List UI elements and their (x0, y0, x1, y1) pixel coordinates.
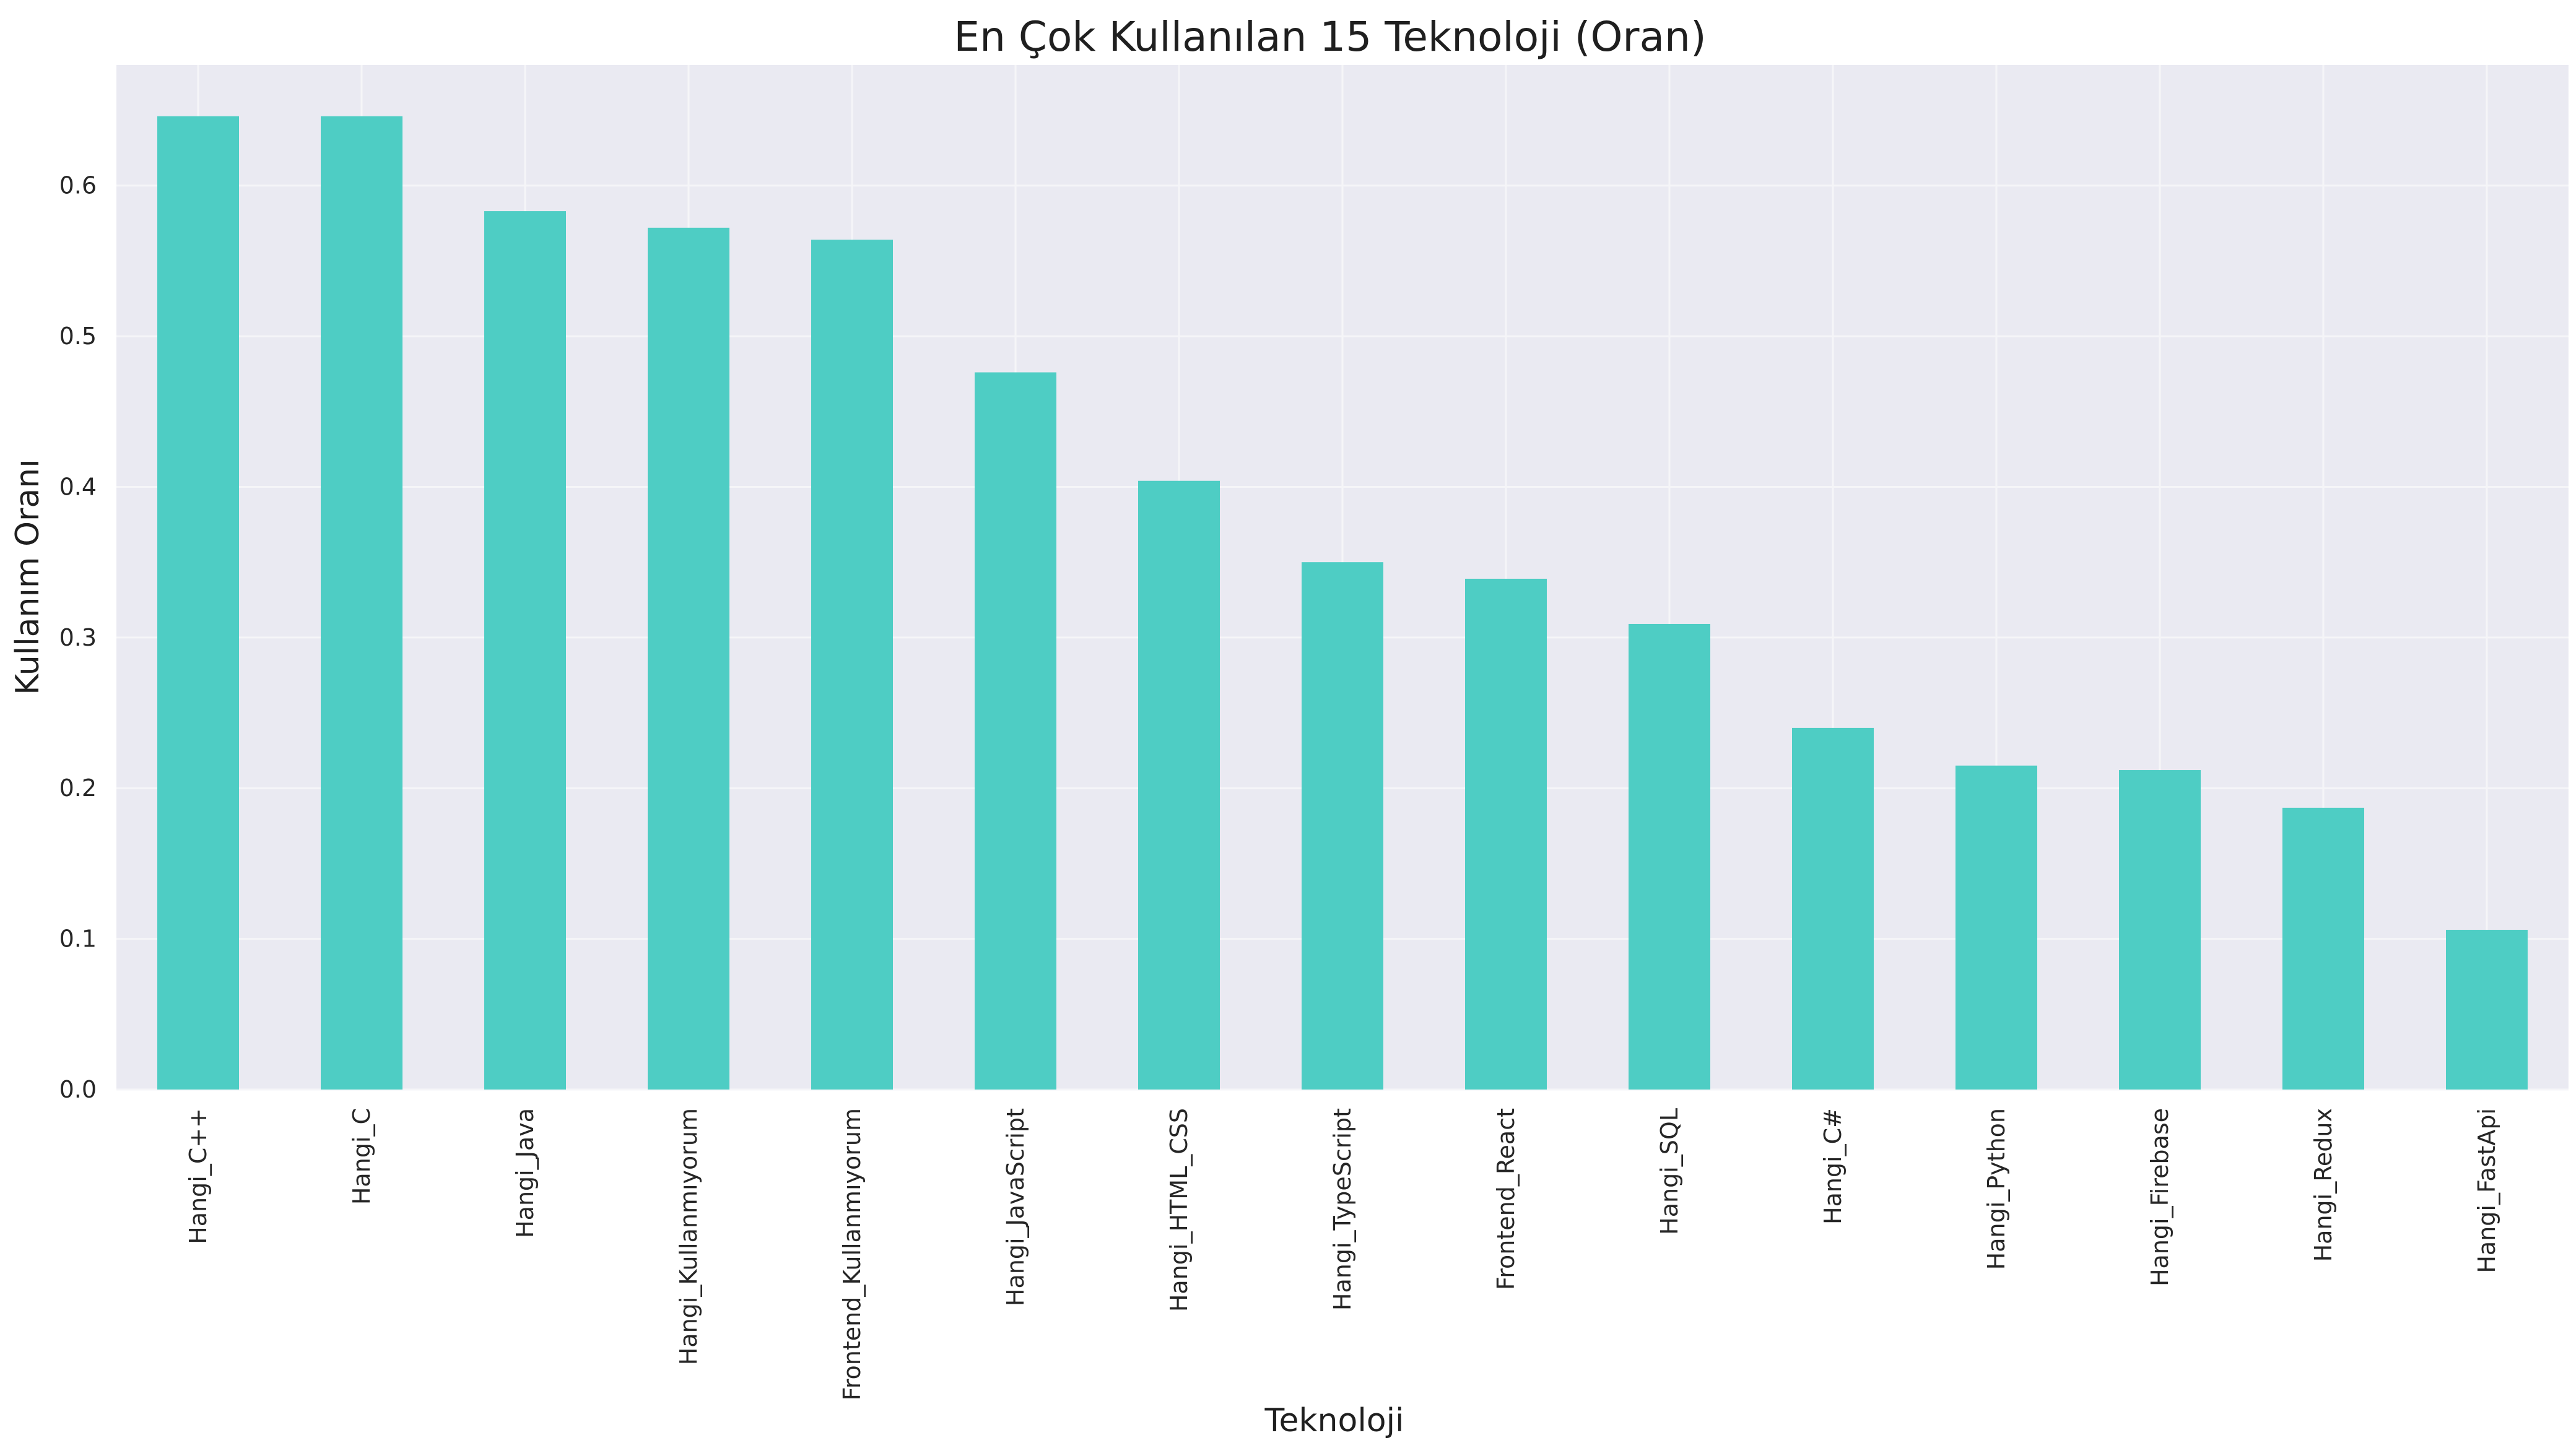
bar-8 (1465, 578, 1547, 1090)
y-tick-label-6: 0.6 (59, 172, 97, 199)
y-axis-label: Kullanım Oranı (9, 459, 46, 695)
x-tick-label-3: Hangi_Kullanmıyorum (675, 1108, 702, 1365)
bar-14 (2446, 930, 2528, 1090)
bar-9 (1629, 623, 1710, 1090)
y-tick-label-5: 0.5 (59, 323, 97, 350)
bar-1 (321, 116, 402, 1090)
x-tick-label-7: Hangi_TypeScript (1329, 1108, 1356, 1311)
bar-0 (157, 116, 239, 1090)
x-tick-label-0: Hangi_C++ (185, 1108, 212, 1244)
bar-2 (484, 211, 566, 1090)
x-tick-label-11: Hangi_Python (1983, 1108, 2010, 1270)
x-tick-label-10: Hangi_C# (1819, 1108, 1847, 1224)
chart-title: En Çok Kullanılan 15 Teknoloji (Oran) (954, 13, 1706, 61)
bar-11 (1955, 765, 2037, 1090)
bar-3 (648, 227, 729, 1090)
y-tick-label-1: 0.1 (59, 925, 97, 953)
y-tick-label-3: 0.3 (59, 624, 97, 651)
bar-6 (1138, 480, 1220, 1090)
x-tick-label-2: Hangi_Java (511, 1108, 539, 1238)
x-tick-label-8: Frontend_React (1492, 1108, 1520, 1290)
y-tick-label-0: 0.0 (59, 1076, 97, 1103)
x-tick-label-14: Hangi_FastApi (2473, 1108, 2500, 1273)
bar-12 (2119, 770, 2201, 1090)
y-axis-ticks: 0.0 0.1 0.2 0.3 0.4 0.5 0.6 (59, 172, 97, 1103)
x-tick-label-5: Hangi_JavaScript (1002, 1108, 1029, 1306)
bar-13 (2282, 807, 2364, 1090)
x-tick-label-6: Hangi_HTML_CSS (1165, 1108, 1193, 1312)
bar-4 (811, 240, 893, 1090)
x-tick-label-13: Hangi_Redux (2310, 1108, 2337, 1262)
bars (157, 116, 2528, 1090)
x-axis-ticks: Hangi_C++ Hangi_C Hangi_Java Hangi_Kullanmı… (185, 1108, 2500, 1400)
bar-7 (1302, 562, 1383, 1090)
x-axis-label: Teknoloji (1264, 1402, 1404, 1439)
x-tick-label-4: Frontend_Kullanmıyorum (838, 1108, 866, 1400)
y-tick-label-2: 0.2 (59, 774, 97, 802)
bar-5 (975, 372, 1056, 1090)
x-tick-label-1: Hangi_C (348, 1108, 375, 1205)
bar-10 (1792, 727, 1874, 1090)
x-tick-label-9: Hangi_SQL (1656, 1108, 1683, 1235)
y-tick-label-4: 0.4 (59, 473, 97, 500)
x-tick-label-12: Hangi_Firebase (2146, 1108, 2173, 1286)
